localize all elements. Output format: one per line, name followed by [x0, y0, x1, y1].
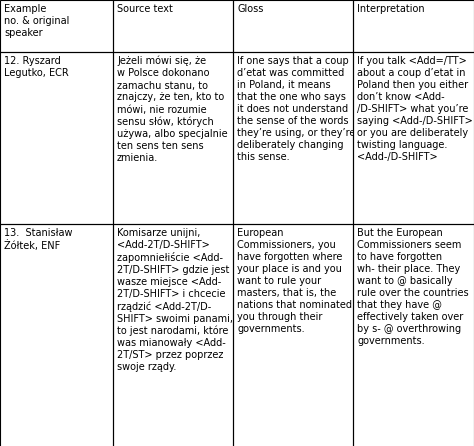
Text: Jeżeli mówi się, że
w Polsce dokonano
zamachu stanu, to
znajczy, że ten, kto to
: Jeżeli mówi się, że w Polsce dokonano za…	[117, 56, 228, 163]
Text: Example
no. & original
speaker: Example no. & original speaker	[4, 4, 69, 38]
Text: But the European
Commissioners seem
to have forgotten
wh- their place. They
want: But the European Commissioners seem to h…	[357, 228, 469, 346]
Text: European
Commissioners, you
have forgotten where
your place is and you
want to r: European Commissioners, you have forgott…	[237, 228, 352, 334]
Text: If one says that a coup
d’etat was committed
in Poland, it means
that the one wh: If one says that a coup d’etat was commi…	[237, 56, 356, 162]
Text: Komisarze unijni,
<Add-2T/D-SHIFT>
zapomniełiście <Add-
2T/D-SHIFT> gdzie jest
w: Komisarze unijni, <Add-2T/D-SHIFT> zapom…	[117, 228, 233, 372]
Text: Gloss: Gloss	[237, 4, 264, 14]
Text: If you talk <Add=/TT>
about a coup d’etat in
Poland then you either
don’t know <: If you talk <Add=/TT> about a coup d’eta…	[357, 56, 473, 162]
Text: 13.  Stanisław
Żółtek, ENF: 13. Stanisław Żółtek, ENF	[4, 228, 73, 251]
Text: Interpretation: Interpretation	[357, 4, 425, 14]
Text: Source text: Source text	[117, 4, 173, 14]
Text: 12. Ryszard
Legutko, ECR: 12. Ryszard Legutko, ECR	[4, 56, 69, 78]
